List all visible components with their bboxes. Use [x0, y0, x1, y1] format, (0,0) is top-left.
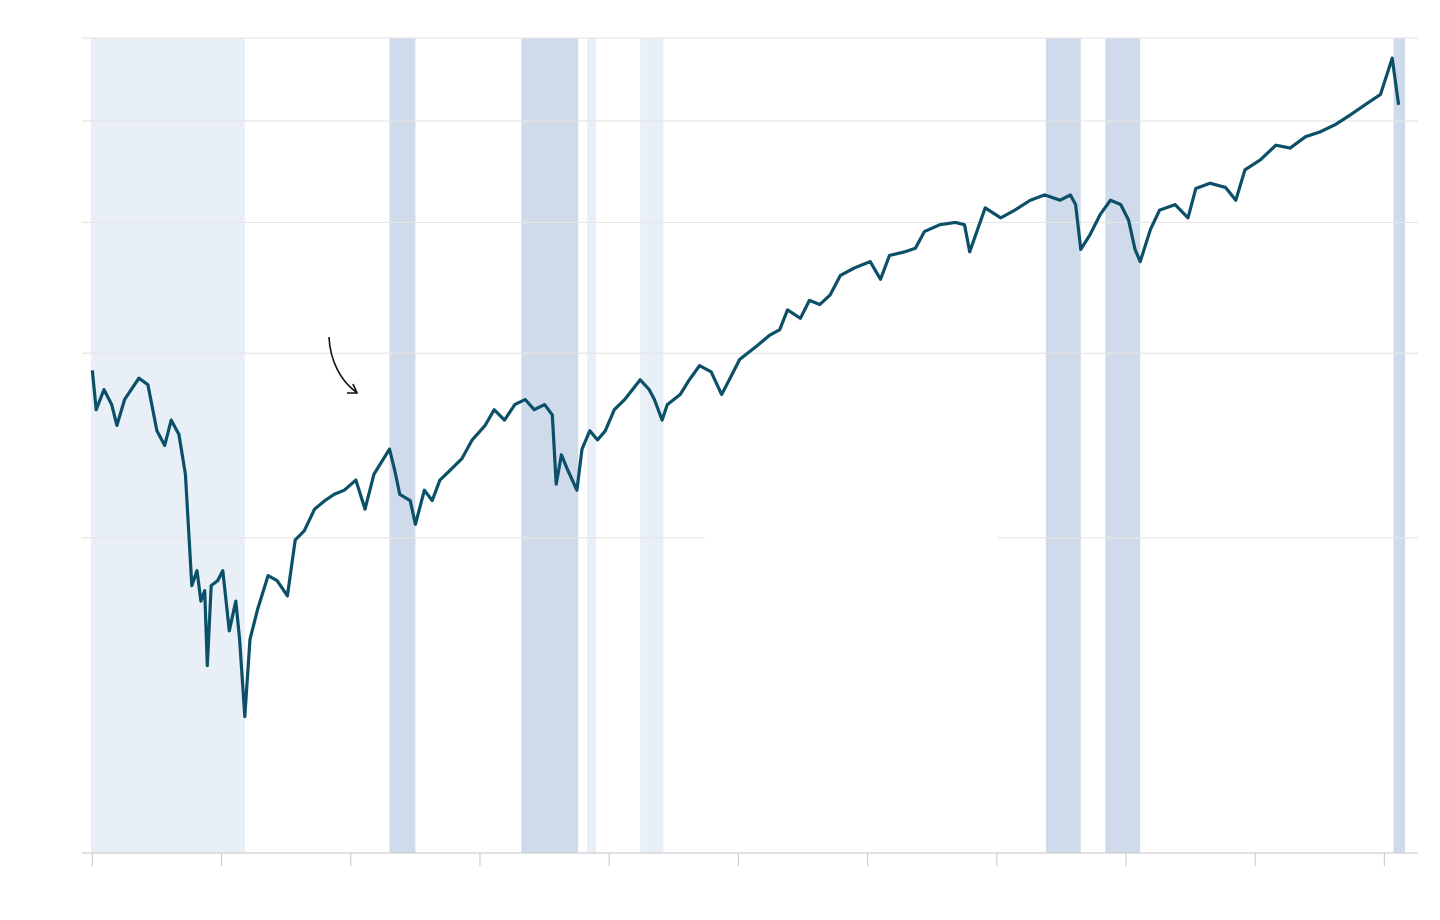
grid	[82, 37, 1418, 854]
recession-band	[1393, 38, 1406, 853]
axis	[91, 853, 1386, 866]
label-mask	[705, 530, 998, 544]
recession-band	[1105, 38, 1141, 853]
recession-band	[389, 38, 416, 853]
price-line	[90, 56, 1401, 719]
recession-band	[1045, 38, 1081, 853]
recession-band	[91, 38, 245, 853]
marks	[90, 56, 1401, 719]
recession-band	[587, 38, 597, 853]
bands	[91, 38, 1406, 853]
recession-band	[640, 38, 664, 853]
annotation-arrow	[328, 336, 359, 394]
recession-band	[521, 38, 579, 853]
